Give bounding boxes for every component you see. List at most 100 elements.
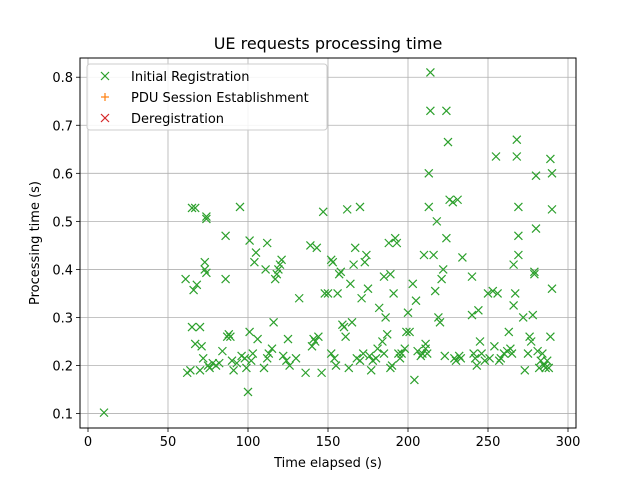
data-point (489, 341, 499, 351)
data-point (475, 337, 485, 346)
data-point (529, 269, 539, 279)
data-point (547, 168, 557, 178)
data-point (285, 361, 295, 370)
data-point (264, 349, 274, 358)
data-point (229, 365, 239, 375)
data-point (241, 363, 251, 373)
data-point (441, 233, 451, 243)
data-point (235, 202, 245, 212)
data-point (547, 284, 557, 294)
data-point (320, 289, 330, 298)
data-point (350, 243, 360, 253)
y-tick-label: 0.8 (52, 71, 73, 86)
data-point (259, 363, 269, 373)
data-point (328, 257, 338, 267)
data-point (485, 353, 495, 363)
data-point (283, 334, 293, 344)
data-point (187, 203, 197, 213)
data-point (470, 353, 480, 363)
data-point (358, 349, 368, 358)
data-point (336, 267, 346, 277)
data-point (195, 365, 205, 375)
data-point (333, 289, 343, 298)
data-point (195, 322, 205, 332)
x-tick-label: 50 (160, 435, 177, 450)
x-axis-label: Time elapsed (s) (273, 456, 382, 471)
legend-marker (100, 71, 110, 81)
x-tick-label: 150 (316, 435, 341, 450)
data-point (294, 293, 304, 303)
data-point (518, 313, 528, 322)
data-point (181, 274, 191, 284)
data-point (329, 353, 339, 363)
data-point (469, 349, 479, 358)
data-point (278, 351, 288, 361)
data-point (542, 356, 552, 366)
data-point (190, 203, 200, 213)
data-point (491, 152, 501, 161)
data-point (397, 349, 407, 358)
y-tick-label: 0.5 (52, 215, 73, 230)
data-point (472, 361, 482, 370)
data-point (400, 344, 410, 354)
data-point (357, 293, 367, 303)
data-point (441, 106, 451, 116)
data-point (403, 308, 413, 318)
data-point (488, 286, 498, 296)
data-point (270, 274, 280, 284)
data-point (473, 305, 483, 315)
data-point (240, 353, 250, 363)
data-point (453, 195, 463, 205)
data-point (253, 334, 263, 344)
data-point (384, 238, 394, 248)
data-point (205, 363, 215, 373)
data-point (355, 202, 365, 212)
data-point (323, 289, 333, 298)
data-point (504, 327, 514, 337)
data-point (390, 233, 400, 243)
chart-title: UE requests processing time (214, 34, 443, 53)
data-point (467, 272, 477, 282)
x-tick-label: 200 (396, 435, 421, 450)
data-point (513, 231, 523, 241)
data-point (361, 250, 371, 260)
legend-marker (101, 93, 109, 101)
data-point (217, 346, 227, 356)
data-point (307, 341, 317, 351)
data-point (201, 268, 211, 278)
data-point (381, 313, 391, 322)
data-point (227, 356, 237, 366)
data-point (198, 353, 208, 363)
data-point (377, 337, 387, 346)
data-point (392, 238, 402, 248)
legend: Initial Registration PDU Session Establis… (86, 63, 328, 131)
legend-entry-label: Deregistration (131, 112, 224, 127)
data-point (232, 358, 242, 368)
data-point (201, 212, 211, 221)
data-point (424, 168, 434, 178)
data-point (317, 368, 327, 378)
data-point (544, 363, 554, 373)
data-point (318, 207, 328, 217)
data-point (291, 353, 301, 363)
data-point (401, 327, 411, 337)
y-tick-label: 0.7 (52, 119, 73, 134)
data-point (422, 349, 432, 358)
data-point (545, 332, 555, 342)
data-point (246, 356, 256, 366)
data-point (192, 280, 202, 290)
data-point (365, 351, 375, 361)
data-point (190, 339, 200, 349)
data-point (523, 349, 533, 358)
data-point (249, 257, 259, 267)
data-point (438, 265, 448, 274)
data-point (339, 322, 349, 332)
data-point (512, 152, 522, 161)
data-point (245, 236, 255, 246)
data-point (440, 351, 450, 361)
y-tick-label: 0.1 (52, 408, 73, 423)
data-point (393, 349, 403, 358)
data-point (277, 255, 287, 265)
data-point (411, 296, 421, 306)
data-point (301, 368, 311, 378)
